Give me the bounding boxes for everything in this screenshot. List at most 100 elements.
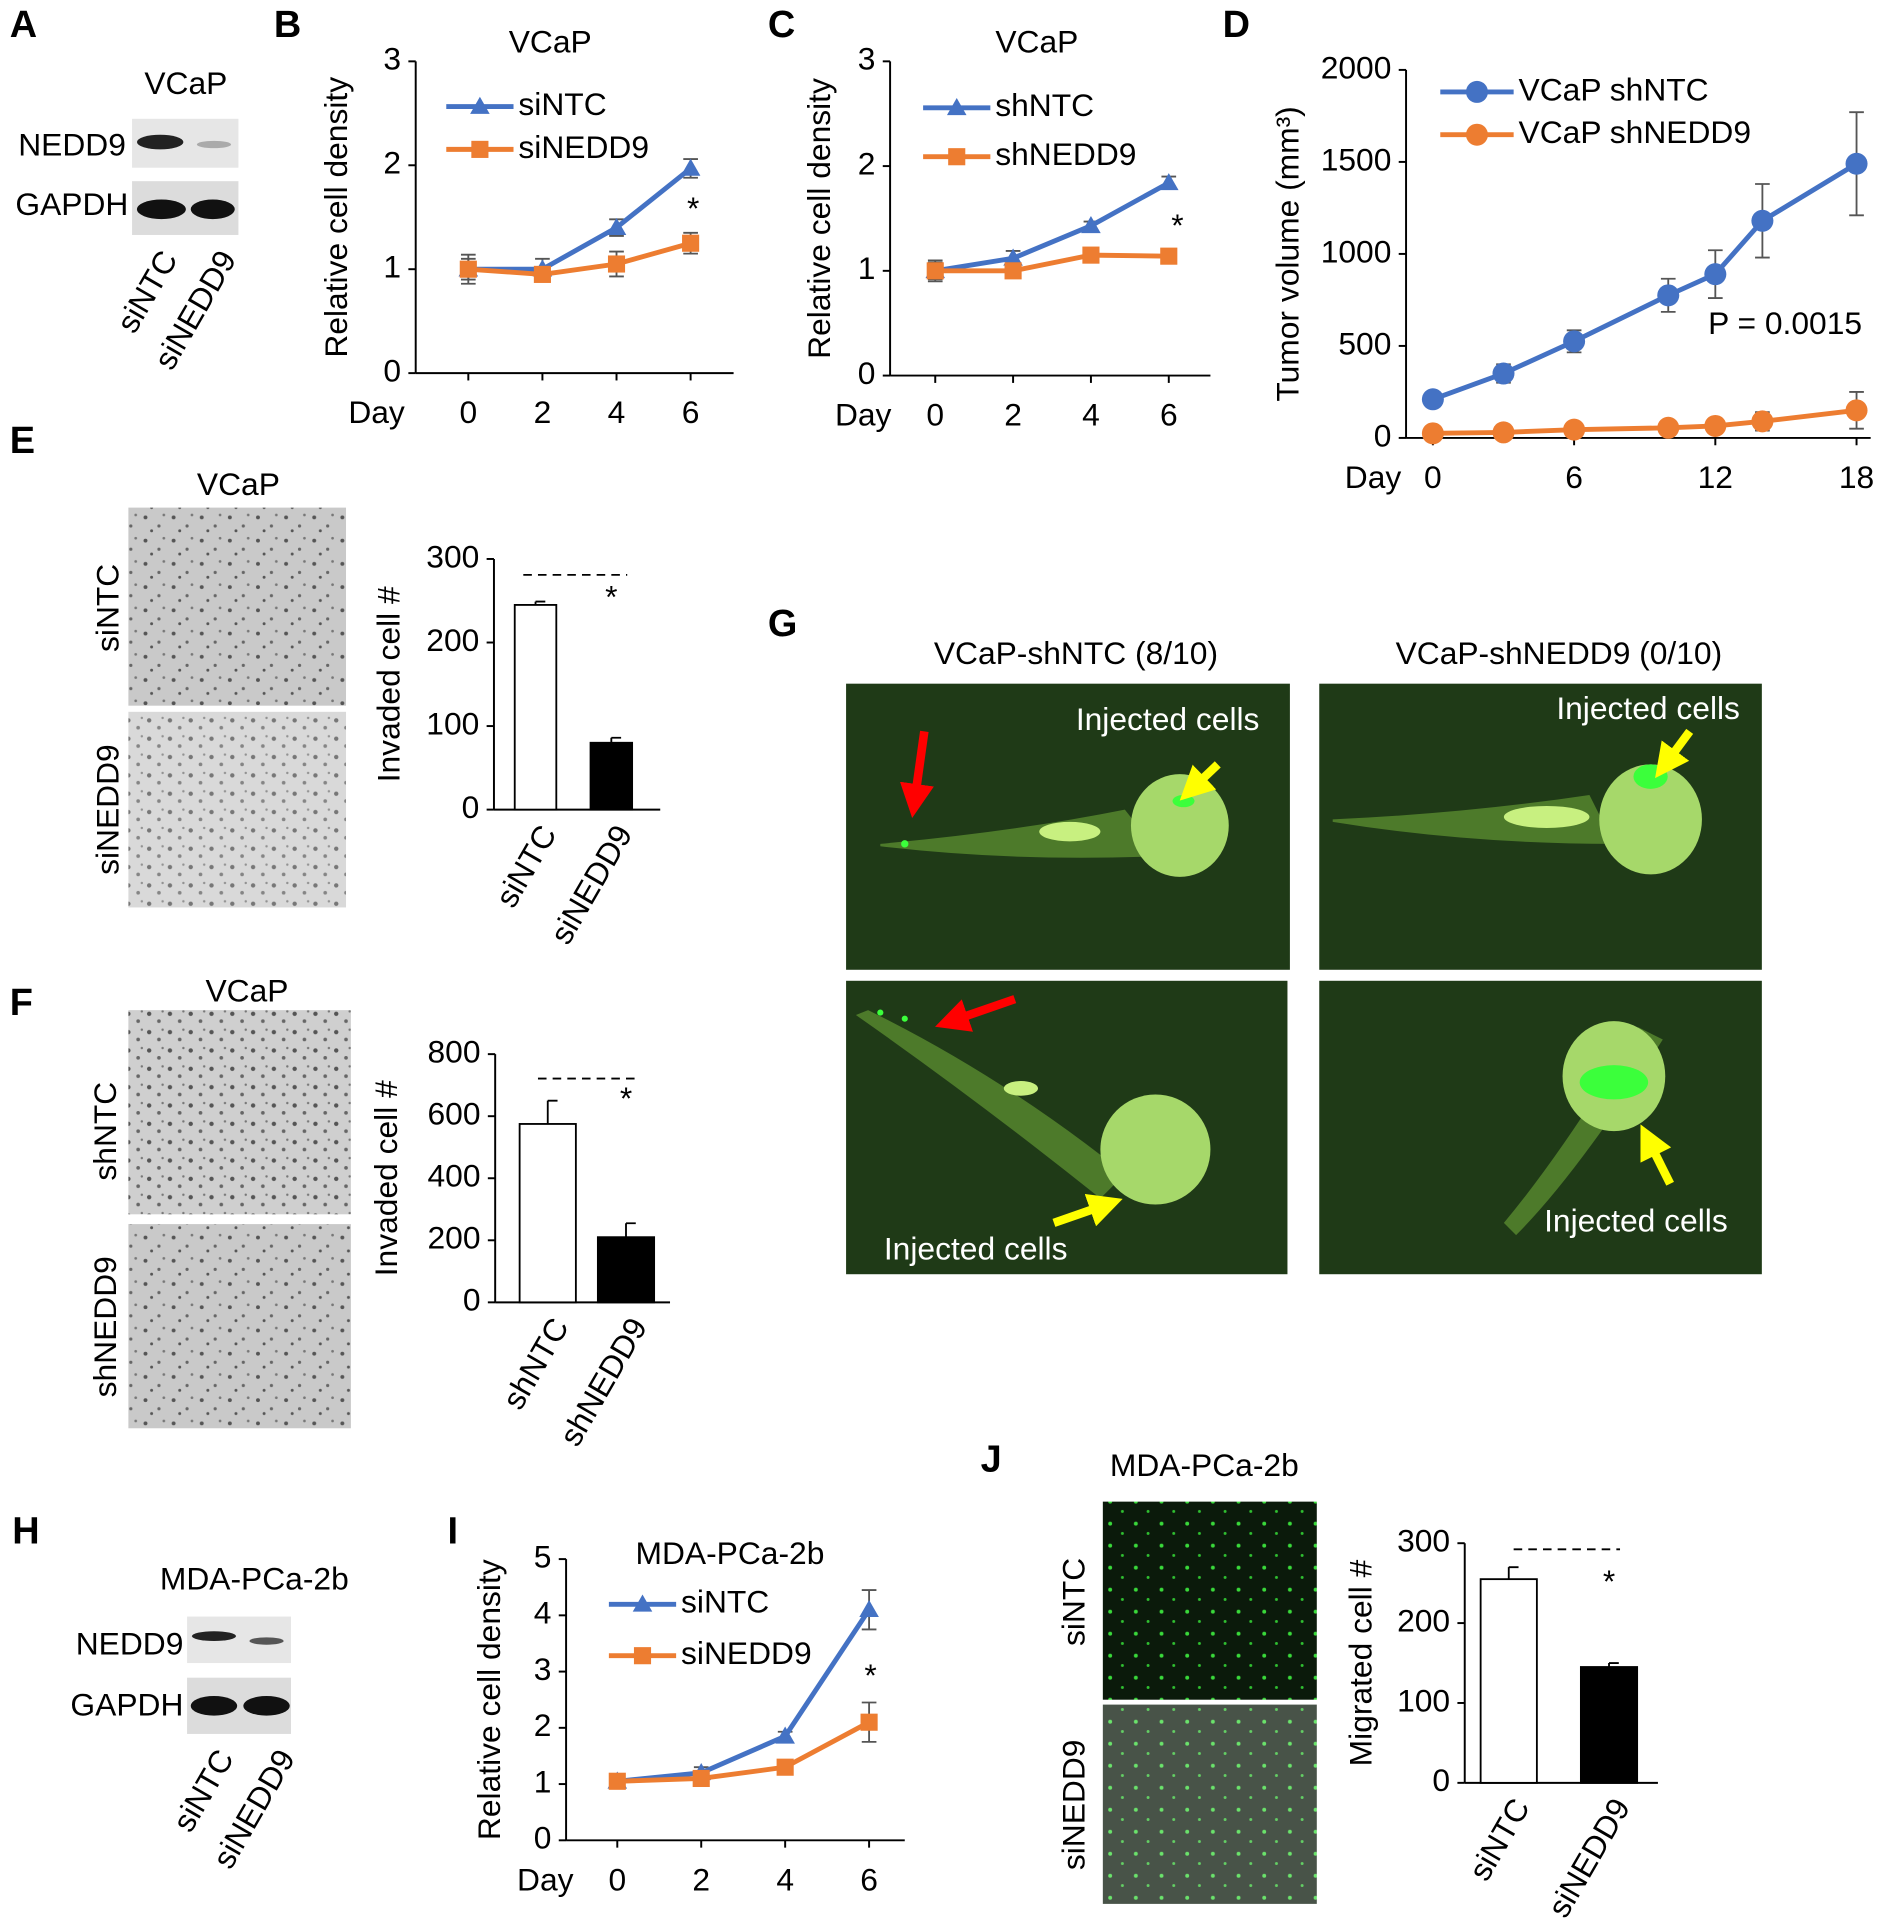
marker (1845, 152, 1868, 175)
y-tick-label: 3 (858, 41, 876, 77)
y-tick-label: 0 (1432, 1762, 1450, 1798)
legend-label: siNTC (681, 1584, 769, 1620)
marker (1563, 330, 1586, 353)
blot-row: NEDD9 (18, 126, 126, 162)
y-tick-label: 0 (462, 789, 480, 825)
legend-label: shNEDD9 (995, 136, 1136, 172)
x-tick-label: siNTC (1461, 1792, 1536, 1886)
y-tick-label: 300 (1397, 1523, 1450, 1559)
marker (1657, 284, 1680, 307)
y-tick-label: 0 (463, 1282, 481, 1318)
marker (1657, 416, 1680, 439)
marker (1004, 262, 1022, 280)
series-line (935, 252, 1169, 274)
y-tick-label: 1 (383, 249, 401, 285)
x-axis-label: Day (348, 394, 405, 430)
chart-title: MDA-PCa-2b (635, 1535, 824, 1571)
y-tick-label: 0 (534, 1820, 552, 1856)
legend-label: VCaP shNTC (1519, 71, 1709, 107)
annotation: * (1171, 207, 1183, 243)
x-tick-label: 6 (1565, 459, 1583, 495)
zebrafish-image (1319, 980, 1762, 1275)
blot-row: GAPDH (15, 186, 128, 222)
annotation: P = 0.0015 (1708, 305, 1862, 341)
marker (1704, 414, 1727, 437)
legend-marker (1465, 123, 1488, 146)
y-tick-label: 5 (534, 1538, 552, 1574)
series-line (468, 240, 692, 277)
annotation: * (687, 190, 699, 226)
x-tick-label: 18 (1839, 459, 1874, 495)
zebrafish-image (1319, 683, 1762, 970)
y-tick-label: 200 (1397, 1602, 1450, 1638)
x-tick-label: 2 (692, 1861, 710, 1897)
y-axis-label: Relative cell density (318, 77, 354, 358)
zebrafish-image (846, 980, 1288, 1275)
series-line (934, 180, 1170, 274)
x-tick-label: 2 (1004, 397, 1022, 433)
blot-title: VCaP (144, 65, 227, 101)
y-tick-label: 0 (383, 353, 401, 389)
marker (607, 255, 626, 273)
annotation: * (605, 579, 617, 615)
x-tick-label: 4 (1082, 397, 1100, 433)
x-tick-label: 0 (459, 394, 477, 430)
legend-marker (946, 98, 967, 116)
y-axis-label: Relative cell density (801, 78, 837, 359)
marker (1421, 422, 1444, 445)
x-tick-label: siNEDD9 (1541, 1792, 1637, 1920)
blot-band (196, 140, 232, 149)
micrograph-title: VCaP (205, 972, 288, 1008)
micrograph (128, 1224, 351, 1429)
marker (608, 1772, 626, 1790)
error-bar (1507, 1566, 1519, 1580)
legend-label: siNTC (518, 86, 606, 122)
bar (518, 1123, 577, 1304)
y-tick-label: 300 (426, 538, 479, 574)
blot-band (249, 1637, 284, 1645)
blot-band (190, 199, 235, 220)
micrograph (1102, 1501, 1317, 1700)
micrograph-row: shNEDD9 (87, 1256, 123, 1397)
panel-letter: E (10, 420, 35, 462)
legend-label: siNEDD9 (681, 1635, 812, 1671)
y-axis-label: Invaded cell # (371, 586, 407, 782)
y-tick-label: 600 (428, 1096, 481, 1132)
panel-letter: H (12, 1510, 39, 1552)
y-axis-label: Tumor volume (mm³) (1269, 106, 1305, 401)
x-axis-label: Day (1345, 459, 1402, 495)
panel-letter: I (447, 1510, 458, 1552)
micrograph (128, 507, 347, 706)
y-tick-label: 0 (1374, 417, 1392, 453)
y-tick-label: 1500 (1321, 141, 1392, 177)
y-tick-label: 2 (858, 145, 876, 181)
legend-label: VCaP shNEDD9 (1519, 114, 1751, 150)
legend-marker (471, 140, 489, 158)
x-tick-label: 6 (682, 394, 700, 430)
micrograph-row: siNTC (89, 564, 125, 652)
micrograph (1102, 1704, 1317, 1904)
zebrafish-image (846, 683, 1290, 970)
y-tick-label: 200 (426, 622, 479, 658)
legend-marker (633, 1647, 652, 1665)
y-tick-label: 2 (383, 145, 401, 181)
y-tick-label: 3 (534, 1651, 552, 1687)
y-tick-label: 3 (383, 41, 401, 77)
marker (1751, 209, 1774, 232)
micrograph-row: shNTC (87, 1082, 123, 1181)
micrograph-title: VCaP (197, 466, 280, 502)
y-tick-label: 1 (534, 1763, 552, 1799)
blot-row: GAPDH (70, 1686, 183, 1722)
marker (1751, 410, 1774, 433)
marker (1159, 173, 1179, 191)
bar (513, 604, 558, 811)
legend-marker (1465, 80, 1488, 103)
x-axis-label: Day (835, 397, 892, 433)
panel-letter: F (10, 982, 33, 1024)
x-tick-label: 4 (608, 394, 626, 430)
micrograph-row: siNEDD9 (89, 744, 125, 875)
y-axis-label: Relative cell density (471, 1559, 507, 1840)
blot-band (136, 199, 186, 220)
